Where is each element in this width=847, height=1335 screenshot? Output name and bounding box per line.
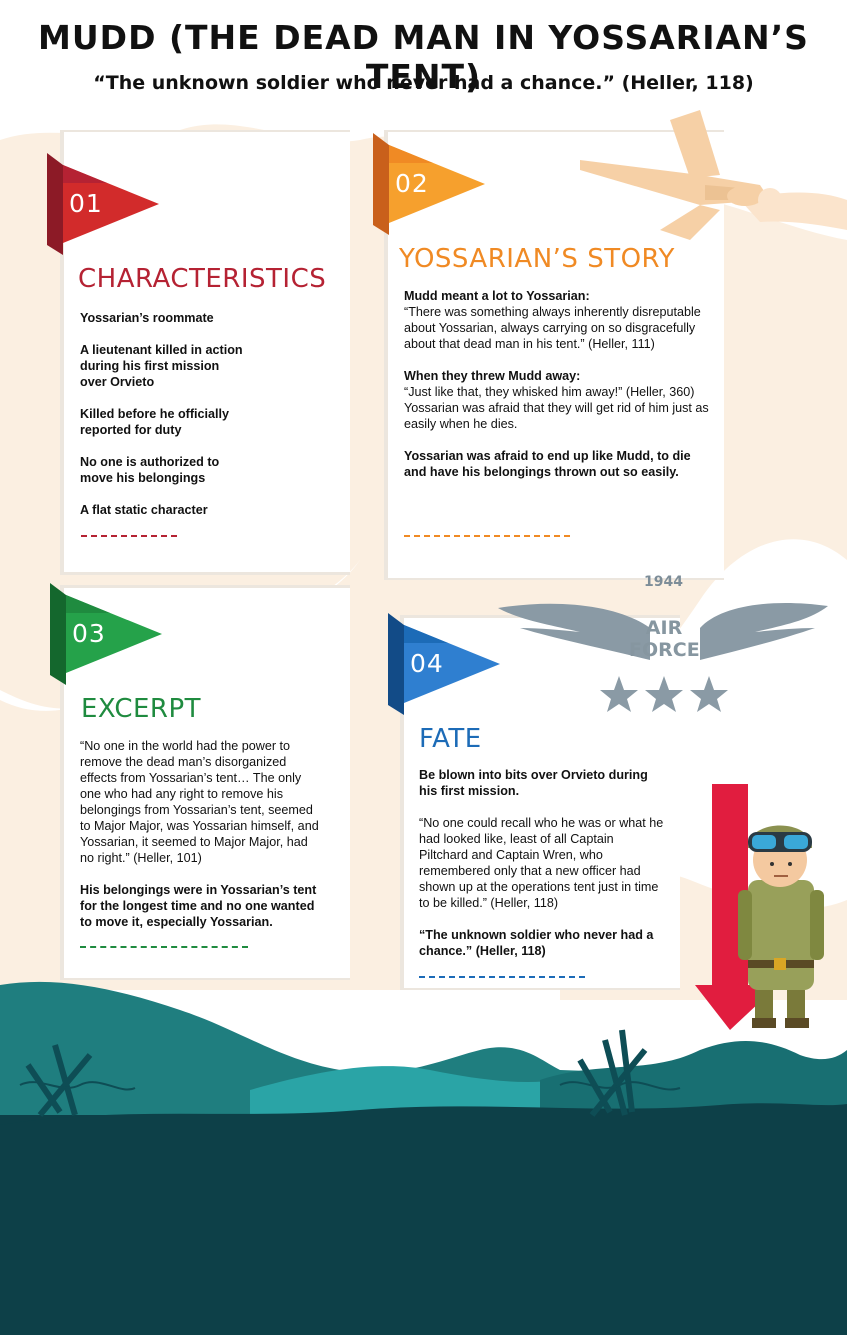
fate-closing: “The unknown soldier who never had a cha… — [419, 928, 654, 958]
section-1-list: Yossarian’s roommate A lieutenant killed… — [80, 310, 245, 534]
section-1-number: 01 — [69, 189, 103, 218]
section-4-heading: FATE — [419, 724, 482, 754]
ground-edge — [0, 1103, 847, 1140]
flag-shape — [50, 583, 162, 685]
page-title: MUDD (THE DEAD MAN IN YOSSARIAN’S TENT) — [38, 18, 809, 96]
section-2-heading: YOSSARIAN’S STORY — [399, 244, 675, 274]
story-block-text: “Just like that, they whisked him away!”… — [404, 385, 709, 431]
section-2-divider — [404, 535, 570, 537]
section-2-body: Mudd meant a lot to Yossarian: “There wa… — [404, 288, 716, 496]
characteristic-item: Killed before he officially reported for… — [80, 407, 230, 437]
air-force-stars — [600, 676, 728, 712]
page-subtitle: “The unknown soldier who never had a cha… — [93, 72, 754, 94]
characteristic-item: No one is authorized to move his belongi… — [80, 455, 220, 485]
air-force-wings — [498, 602, 828, 660]
tank-trap-left — [19, 1044, 136, 1117]
air-force-year: 1944 — [644, 574, 683, 590]
story-block-heading: Mudd meant a lot to Yossarian: — [404, 289, 590, 303]
flag-shape — [373, 133, 485, 235]
section-2-flag: 02 — [373, 133, 485, 235]
story-block: Mudd meant a lot to Yossarian: “There wa… — [404, 288, 716, 352]
excerpt-quote: “No one in the world had the power to re… — [80, 739, 319, 865]
characteristic-item: A lieutenant killed in action during his… — [80, 343, 243, 389]
section-1-divider — [81, 535, 177, 537]
section-3-heading: EXCERPT — [81, 694, 202, 724]
section-3-body: “No one in the world had the power to re… — [80, 738, 322, 946]
excerpt-note: His belongings were in Yossarian’s tent … — [80, 883, 317, 929]
air-force-label: AIR FORCE — [629, 617, 700, 661]
air-force-line-1: AIR — [645, 617, 683, 639]
section-4-divider — [419, 976, 585, 978]
section-2-number: 02 — [395, 169, 429, 198]
section-3-flag: 03 — [50, 583, 162, 685]
hills-light-teal — [250, 1066, 600, 1120]
story-block-heading: When they threw Mudd away: — [404, 369, 581, 383]
section-4-number: 04 — [410, 649, 444, 678]
fate-quote: “No one could recall who he was or what … — [419, 816, 664, 910]
section-1-flag: 01 — [47, 153, 159, 255]
down-arrow-graphic — [695, 784, 778, 1030]
story-block-heading: Yossarian was afraid to end up like Mudd… — [404, 449, 691, 479]
story-block-text: “There was something always inherently d… — [404, 305, 701, 351]
panel-2 — [388, 132, 724, 578]
story-block: When they threw Mudd away: “Just like th… — [404, 368, 716, 432]
section-1-heading: CHARACTERISTICS — [78, 264, 327, 294]
section-3-divider — [80, 946, 248, 948]
characteristic-item: A flat static character — [80, 503, 208, 517]
fighter-jet-illustration — [580, 110, 847, 240]
ground-dark — [0, 1115, 847, 1335]
flag-shape — [388, 613, 500, 715]
section-4-flag: 04 — [388, 613, 500, 715]
section-4-body: Be blown into bits over Orvieto during h… — [419, 767, 665, 975]
flag-shape — [47, 153, 159, 255]
story-block: Yossarian was afraid to end up like Mudd… — [404, 448, 716, 480]
air-force-line-2: FORCE — [629, 639, 700, 661]
tank-trap-right — [559, 1029, 681, 1117]
characteristic-item: Yossarian’s roommate — [80, 311, 214, 325]
soldier-illustration — [738, 825, 824, 1028]
section-3-number: 03 — [72, 619, 106, 648]
fate-lead: Be blown into bits over Orvieto during h… — [419, 768, 648, 798]
